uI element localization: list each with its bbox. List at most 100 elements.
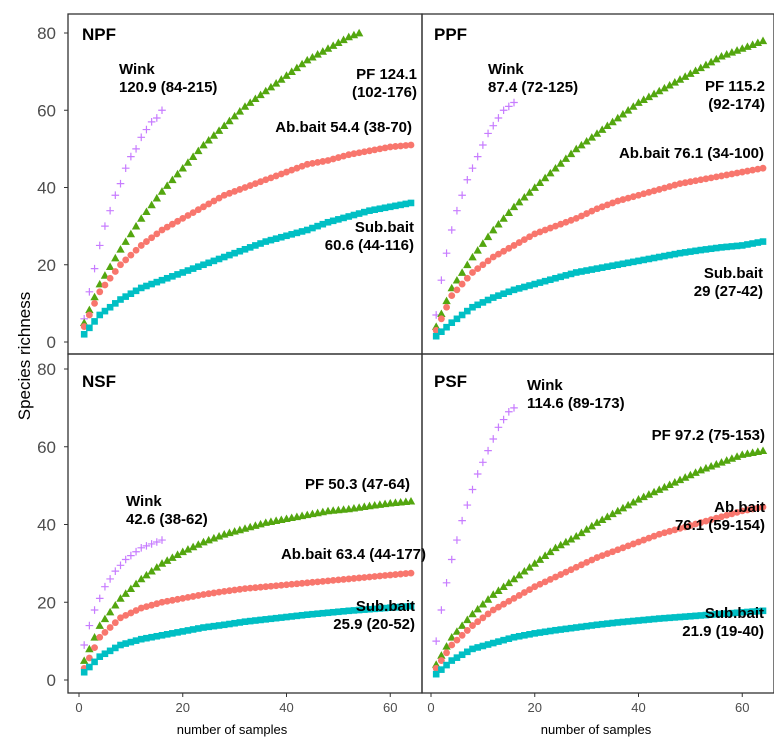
data-point: [101, 307, 109, 315]
data-point: [283, 168, 290, 176]
data-point: [759, 607, 767, 615]
series-abbait: [432, 503, 767, 672]
annotation-pf: (102-176): [352, 84, 417, 101]
data-point: [614, 197, 622, 205]
data-point: [572, 563, 580, 571]
data-point: [547, 276, 554, 284]
data-point: [153, 538, 161, 546]
data-point: [121, 237, 130, 245]
data-point: [381, 572, 389, 579]
data-point: [587, 521, 597, 530]
data-point: [728, 609, 736, 617]
data-point: [288, 166, 296, 174]
data-point: [178, 547, 187, 556]
data-point: [334, 576, 342, 584]
data-point: [432, 664, 440, 672]
data-point: [650, 187, 658, 195]
data-point: [500, 290, 507, 298]
data-point: [132, 637, 140, 644]
data-point: [371, 605, 378, 613]
data-point: [645, 255, 653, 263]
series-wink: [432, 404, 518, 645]
data-point: [458, 280, 466, 288]
data-point: [143, 603, 150, 611]
data-point: [438, 666, 445, 673]
data-point: [121, 164, 130, 172]
data-point: [220, 191, 228, 199]
data-point: [489, 294, 497, 301]
data-point: [464, 307, 471, 315]
data-point: [702, 611, 710, 619]
data-point: [562, 272, 570, 279]
data-point: [267, 615, 275, 623]
data-point: [598, 203, 606, 211]
data-point: [225, 116, 234, 125]
data-point: [593, 265, 601, 272]
data-point: [157, 187, 167, 195]
data-point: [499, 214, 508, 222]
data-point: [609, 548, 616, 556]
data-point: [96, 288, 104, 296]
data-point: [173, 550, 182, 558]
data-point: [90, 633, 99, 641]
data-point: [392, 202, 399, 210]
data-point: [588, 266, 596, 273]
data-point: [655, 530, 663, 538]
data-point: [437, 651, 446, 659]
data-point: [567, 270, 575, 278]
annotation-subbait: 21.9 (19-40): [682, 623, 764, 640]
data-point: [546, 576, 554, 583]
data-point: [738, 242, 746, 249]
series-pf: [79, 28, 364, 327]
data-point: [551, 163, 560, 172]
data-point: [215, 588, 223, 596]
data-point: [635, 538, 642, 546]
data-point: [447, 633, 456, 641]
data-point: [583, 210, 591, 217]
data-point: [85, 644, 94, 653]
annotation-wink: Wink: [119, 61, 155, 78]
data-point: [618, 503, 628, 512]
data-point: [442, 249, 451, 257]
data-point: [749, 505, 757, 513]
data-point: [681, 249, 689, 256]
data-point: [335, 216, 342, 223]
annotation-pf: (92-174): [708, 96, 765, 113]
data-point: [733, 169, 741, 177]
series-wink: [80, 106, 166, 323]
data-point: [194, 592, 202, 599]
data-point: [655, 615, 663, 622]
data-point: [350, 575, 358, 582]
data-point: [452, 627, 462, 635]
data-point: [536, 629, 544, 636]
data-point: [681, 179, 689, 187]
data-point: [230, 111, 239, 120]
data-point: [572, 215, 580, 222]
data-point: [722, 50, 731, 58]
data-point: [666, 251, 673, 259]
annotation-subbait: Sub.bait: [356, 598, 415, 615]
y-tick-label: 80: [37, 24, 56, 43]
data-point: [706, 461, 716, 470]
data-point: [324, 577, 332, 585]
data-point: [309, 159, 316, 167]
data-point: [624, 259, 632, 267]
data-point: [173, 169, 182, 178]
data-point: [231, 586, 239, 594]
data-point: [272, 172, 280, 180]
data-point: [577, 528, 586, 537]
y-tick-label: 40: [37, 179, 56, 198]
data-point: [494, 219, 503, 228]
data-point: [366, 573, 373, 581]
data-point: [623, 500, 633, 509]
data-point: [226, 251, 233, 259]
data-point: [101, 222, 109, 230]
data-point: [661, 614, 668, 622]
data-point: [597, 125, 607, 133]
data-point: [189, 593, 197, 600]
data-point: [706, 57, 716, 66]
y-axis-title: Species richness: [15, 292, 34, 421]
data-point: [645, 188, 653, 196]
data-point: [142, 542, 151, 550]
